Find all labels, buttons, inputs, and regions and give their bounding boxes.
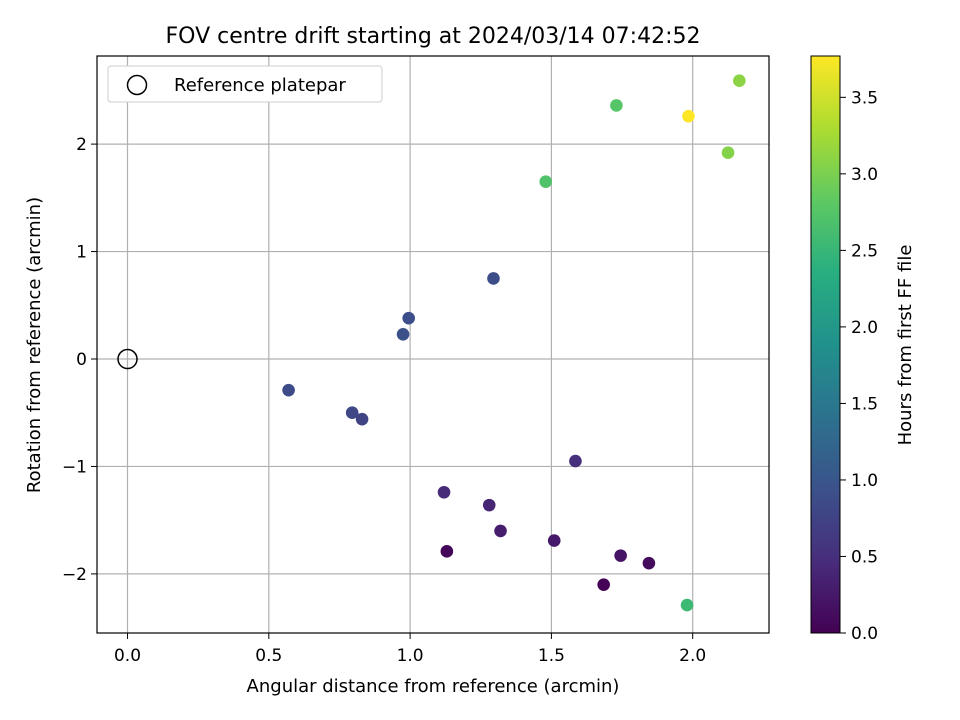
colorbar-tick-label: 2.5 — [851, 241, 878, 261]
colorbar-tick-label: 1.5 — [851, 394, 878, 414]
data-point — [610, 99, 623, 112]
grid-lines — [97, 56, 769, 633]
y-tick-label: −2 — [62, 565, 87, 585]
y-tick-label: 0 — [76, 350, 87, 370]
colorbar: 0.0 0.5 1.0 1.5 2.0 2.5 3.0 3.5 Hours from firs… — [810, 55, 916, 644]
reference-marker — [117, 348, 138, 370]
colorbar-gradient — [810, 55, 841, 634]
data-point — [733, 74, 746, 88]
x-tick-label: 0.5 — [255, 646, 282, 666]
data-points — [282, 74, 746, 612]
chart-title: FOV centre drift starting at 2024/03/14 … — [166, 24, 701, 49]
data-point — [642, 556, 656, 570]
legend: Reference platepar — [107, 65, 383, 103]
data-point — [682, 109, 695, 123]
colorbar-tick-label: 1.0 — [851, 471, 878, 491]
data-point — [614, 549, 627, 562]
data-point — [396, 327, 410, 341]
y-tick-label: 2 — [76, 135, 87, 155]
data-point — [547, 534, 561, 547]
x-tick-label: 1.0 — [397, 646, 424, 666]
data-point — [437, 485, 451, 499]
colorbar-tick-label: 0.0 — [851, 624, 878, 644]
data-point — [482, 498, 496, 512]
data-point — [721, 146, 735, 160]
legend-marker-icon — [126, 74, 148, 96]
colorbar-tick-label: 0.5 — [851, 547, 878, 567]
x-tick-label: 0.0 — [114, 646, 141, 666]
data-point — [597, 578, 610, 591]
colorbar-tick-label: 3.0 — [851, 165, 878, 185]
data-point — [680, 598, 694, 612]
x-axis-label: Angular distance from reference (arcmin) — [247, 676, 620, 697]
y-tick-label: −1 — [62, 457, 87, 477]
legend-label: Reference platepar — [174, 75, 346, 96]
data-point — [487, 272, 500, 285]
data-point — [282, 383, 295, 397]
reference-point — [117, 348, 138, 370]
y-tick-label: 1 — [76, 243, 87, 263]
x-axis-ticks: 0.0 0.5 1.0 1.5 2.0 — [114, 633, 706, 666]
data-point — [494, 524, 507, 538]
data-point — [402, 311, 415, 325]
data-point — [539, 175, 553, 189]
x-tick-label: 2.0 — [679, 646, 706, 666]
colorbar-label: Hours from first FF file — [895, 245, 916, 446]
data-point — [569, 454, 582, 468]
data-point — [345, 406, 359, 420]
plot-frame — [96, 55, 770, 634]
data-point — [355, 412, 369, 426]
y-axis-ticks: −2 −1 0 1 2 — [62, 135, 97, 585]
legend-box — [107, 65, 383, 103]
colorbar-tick-label: 3.5 — [851, 88, 878, 108]
colorbar-tick-label: 2.0 — [851, 318, 878, 338]
x-tick-label: 1.5 — [538, 646, 565, 666]
data-point — [440, 545, 454, 558]
colorbar-ticks: 0.0 0.5 1.0 1.5 2.0 2.5 3.0 3.5 — [840, 88, 878, 644]
y-axis-label: Rotation from reference (arcmin) — [24, 197, 45, 493]
